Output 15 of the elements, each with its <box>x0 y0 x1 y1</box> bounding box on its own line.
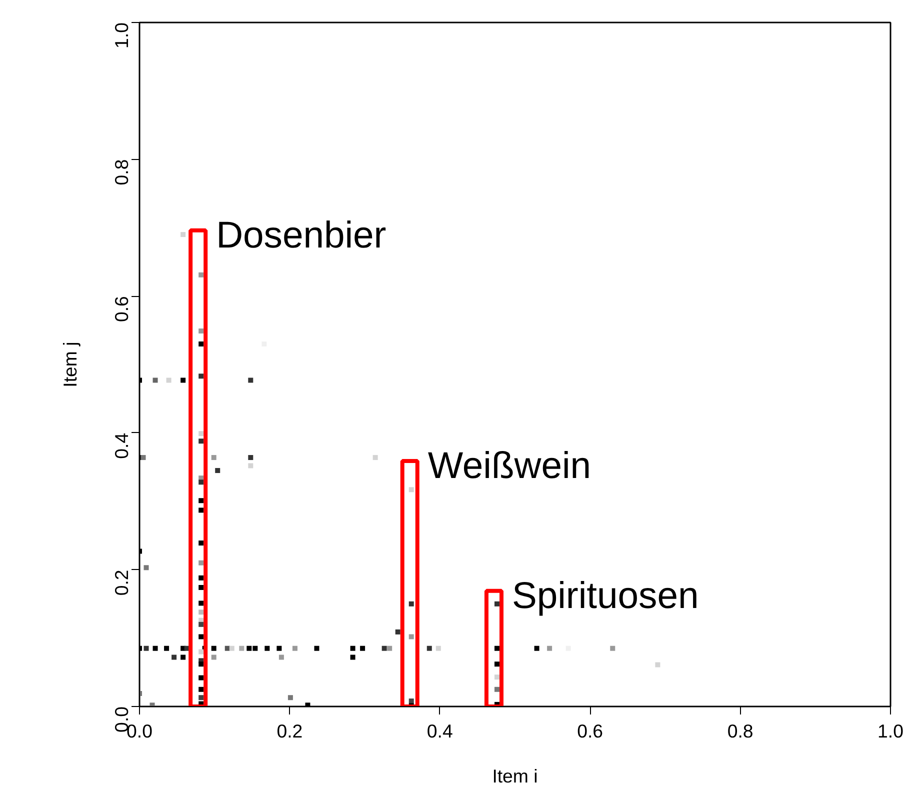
y-axis-title: Item j <box>60 342 80 388</box>
y-tick-label: 0.2 <box>111 570 132 596</box>
annotation: Dosenbier <box>216 213 386 256</box>
x-axis-title: Item i <box>492 766 538 786</box>
y-tick-label: 0.4 <box>111 432 132 459</box>
x-tick-label: 0.6 <box>577 720 604 742</box>
annotation: Weißwein <box>428 444 592 486</box>
y-tick-label: 1.0 <box>111 22 132 48</box>
x-tick-label: 0.2 <box>276 720 303 742</box>
x-tick-label: 0.8 <box>727 720 754 742</box>
y-tick-label: 0.6 <box>111 296 132 322</box>
x-tick-label: 1.0 <box>878 720 904 742</box>
y-tick-label: 0.8 <box>111 159 132 186</box>
annotation: Spirituosen <box>512 574 699 616</box>
x-tick-label: 0.4 <box>426 720 453 742</box>
